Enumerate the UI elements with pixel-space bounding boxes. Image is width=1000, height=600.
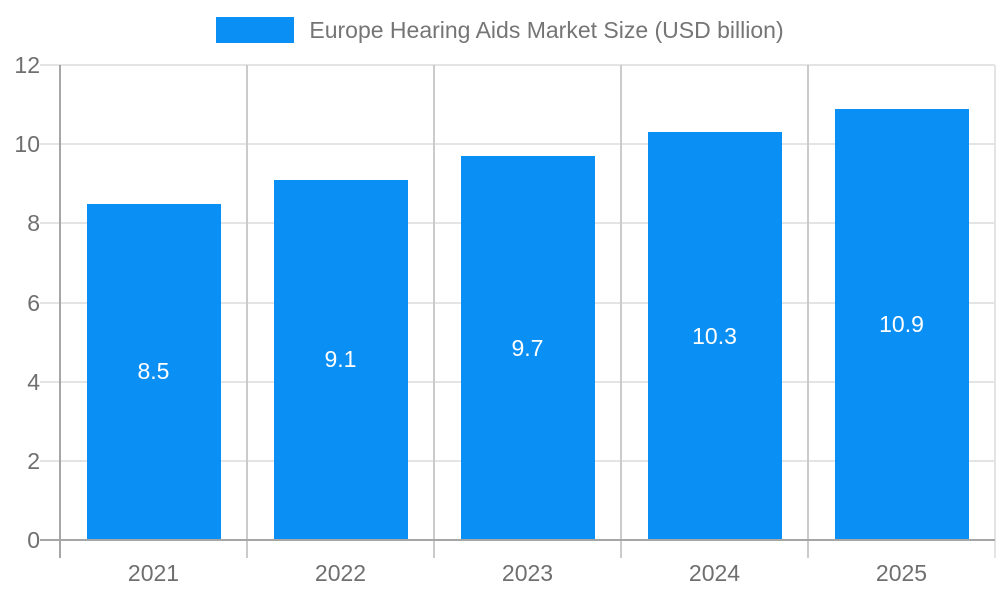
y-axis-line — [59, 65, 61, 558]
x-tick-label: 2024 — [688, 560, 741, 586]
bar-value-label: 10.9 — [879, 310, 924, 337]
legend-series-label: Europe Hearing Aids Market Size (USD bil… — [309, 17, 784, 43]
x-axis-line — [40, 539, 995, 541]
y-tick-label: 12 — [14, 52, 40, 78]
x-tick-label: 2023 — [501, 560, 554, 586]
y-tick-label: 4 — [27, 368, 40, 395]
bar-value-label: 8.5 — [137, 358, 170, 385]
gridline-vertical — [994, 65, 996, 558]
gridline-vertical — [807, 65, 809, 558]
y-tick-label: 8 — [27, 210, 40, 237]
chart-legend: Europe Hearing Aids Market Size (USD bil… — [0, 17, 1000, 43]
bar: 8.5 — [86, 203, 221, 540]
bar: 10.9 — [834, 108, 969, 540]
plot-area: 8.5 9.1 9.7 10.3 10.9 — [40, 64, 996, 558]
bar-value-label: 9.7 — [511, 334, 544, 361]
y-tick-label: 6 — [27, 289, 40, 316]
bar: 9.1 — [273, 179, 408, 540]
legend-swatch — [216, 17, 295, 43]
gridline-vertical — [620, 65, 622, 558]
y-tick-label: 2 — [27, 447, 40, 474]
bar: 9.7 — [460, 156, 595, 540]
x-tick-label: 2025 — [875, 560, 928, 586]
gridline-horizontal — [40, 64, 995, 66]
bar: 10.3 — [647, 132, 782, 540]
gridline-vertical — [433, 65, 435, 558]
y-tick-label: 10 — [14, 131, 40, 158]
gridline-horizontal — [40, 143, 995, 146]
x-tick-label: 2021 — [127, 560, 180, 586]
bar-value-label: 9.1 — [324, 346, 357, 373]
gridline-vertical — [246, 65, 248, 558]
x-tick-label: 2022 — [314, 560, 367, 586]
y-tick-label: 0 — [27, 527, 40, 553]
bar-value-label: 10.3 — [692, 322, 737, 349]
